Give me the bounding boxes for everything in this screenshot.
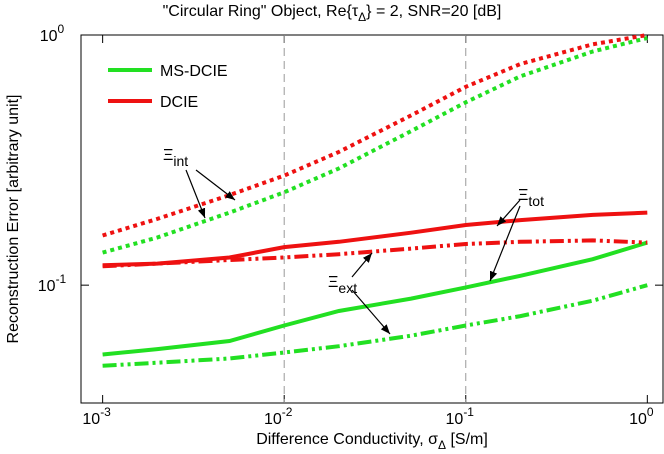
annotation-subscript: int [173, 153, 188, 169]
text-part: -3 [100, 405, 111, 419]
annotation-symbol: Ξ [518, 187, 528, 204]
text-part: "Circular Ring" Object, Re{τ [163, 3, 359, 20]
text-part: } = 2, SNR=20 [dB] [366, 3, 501, 20]
text-part: 0 [647, 405, 654, 419]
text-part: Difference Conductivity, σ [256, 431, 438, 448]
text-part: -1 [56, 272, 67, 286]
series-line [102, 36, 648, 255]
annotation-arrow [195, 169, 236, 201]
legend-label: DCIE [160, 94, 198, 111]
annotation-subscript: tot [528, 193, 544, 209]
y-tick-label: 100 [40, 22, 65, 45]
text-part: 10 [629, 411, 647, 428]
annotation-symbol: Ξ [328, 274, 338, 291]
legend-label: MS-DCIE [160, 63, 228, 80]
text-part: 10 [38, 278, 56, 295]
annotation-arrow [496, 199, 521, 227]
annotation-arrow [185, 169, 206, 219]
series-line [102, 210, 648, 268]
x-tick-label: 10-2 [264, 405, 293, 428]
plot-frame [80, 34, 664, 404]
x-tick-label: 10-1 [446, 405, 475, 428]
x-tick-label: 100 [629, 405, 654, 428]
annotation: Ξext [328, 274, 357, 296]
series-line [102, 283, 648, 368]
x-tick-label: 10-3 [82, 405, 111, 428]
text-part: -1 [463, 405, 474, 419]
text-part: 10 [446, 411, 464, 428]
text-part: 0 [58, 22, 65, 36]
annotation-arrow [351, 252, 373, 278]
y-axis-label: Reconstruction Error [arbitrary unit] [5, 95, 22, 344]
text-part: Δ [438, 438, 446, 452]
series-line [102, 240, 648, 357]
text-part: [S/m] [446, 431, 488, 448]
series-line [102, 33, 648, 238]
annotation-symbol: Ξ [163, 147, 173, 164]
text-part: 10 [264, 411, 282, 428]
text-part: 10 [40, 28, 58, 45]
series-line [102, 238, 648, 269]
x-axis-label: Difference Conductivity, σΔ [S/m] [256, 431, 488, 452]
annotation-arrow [489, 205, 521, 282]
annotation-arrow [351, 289, 391, 335]
chart-title: "Circular Ring" Object, Re{τΔ} = 2, SNR=… [163, 3, 502, 24]
annotation: Ξtot [518, 187, 544, 209]
annotation-subscript: ext [338, 280, 357, 296]
text-part: Δ [358, 10, 366, 24]
annotation: Ξint [163, 147, 188, 169]
text-part: -2 [282, 405, 293, 419]
text-part: 10 [82, 411, 100, 428]
y-tick-label: 10-1 [38, 272, 67, 295]
